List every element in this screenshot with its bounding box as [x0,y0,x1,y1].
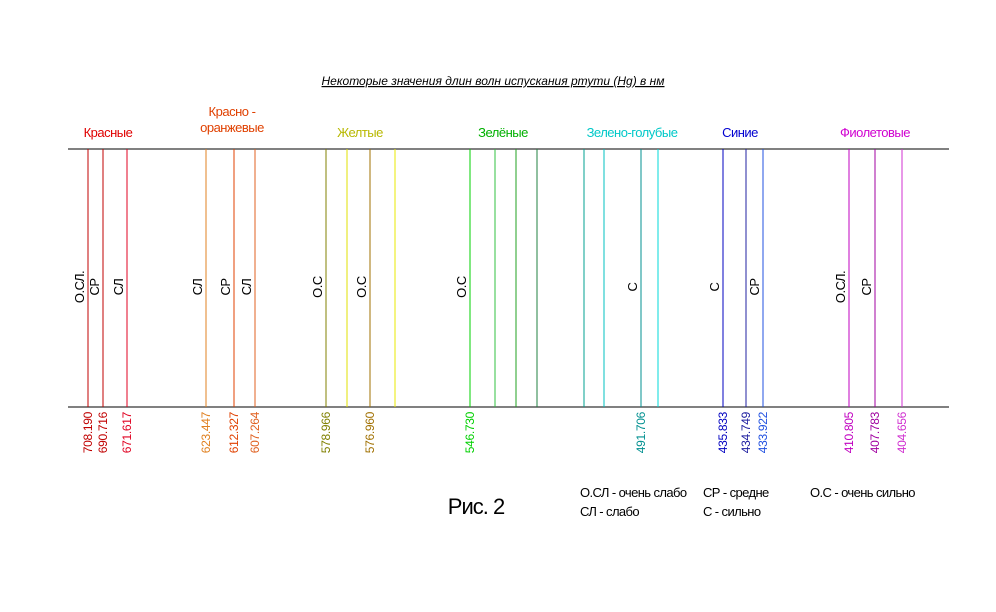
intensity-mark: СЛ [239,279,254,296]
wavelength-label: 578.966 [319,411,333,453]
wavelength-label: 546.730 [463,411,477,453]
intensity-mark: С [707,282,722,291]
intensity-mark: СР [747,278,762,295]
wavelength-label: 607.264 [248,411,262,453]
spectral-lines: О.СЛ. 708.190 СР 690.716 СЛ 671.617 СЛ 623.447 С… [72,149,909,453]
wavelength-label: 576.960 [363,411,377,453]
legend-entry: С - сильно [703,504,761,519]
group-label: Красно - [209,104,256,119]
intensity-mark: С [625,282,640,291]
legend-entry: О.СЛ - очень слабо [580,485,687,500]
wavelength-label: 671.617 [120,411,134,453]
intensity-mark: О.С [310,276,325,298]
wavelength-label: 434.749 [739,411,753,453]
group-label: Синие [722,125,758,140]
group-label: оранжевые [200,120,264,135]
legend-entry: СР - средне [703,485,769,500]
wavelength-label: 612.327 [227,411,241,453]
wavelength-label: 410.805 [842,411,856,453]
wavelength-label: 435.833 [716,411,730,453]
intensity-mark: СЛ [111,279,126,296]
wavelength-label: 708.190 [81,411,95,453]
intensity-mark: СР [859,278,874,295]
wavelength-label: 404.656 [895,411,909,453]
wavelength-label: 623.447 [199,411,213,453]
intensity-mark: СЛ [190,279,205,296]
intensity-mark: О.СЛ. [833,271,848,303]
figure-title: Некоторые значения длин волн испускания … [322,74,665,88]
group-label: Фиолетовые [840,125,910,140]
legend-entry: О.С - очень сильно [810,485,915,500]
group-label: Красные [84,125,133,140]
intensity-mark: О.С [454,276,469,298]
legend: О.СЛ - очень слабо СР - средне О.С - очень… [580,485,916,519]
group-label: Зелёные [478,125,528,140]
figure-label: Рис. 2 [448,494,505,519]
group-labels: Красные Красно -оранжевые Желтые Зелёные Зел… [84,104,911,140]
group-label: Желтые [337,125,383,140]
intensity-mark: СР [218,278,233,295]
wavelength-label: 407.783 [868,411,882,453]
legend-entry: СЛ - слабо [580,504,639,519]
wavelength-label: 433.922 [756,411,770,453]
wavelength-label: 491.706 [634,411,648,453]
intensity-mark: О.СЛ. [72,271,87,303]
intensity-mark: СР [87,278,102,295]
group-label: Зелено-голубые [587,125,678,140]
wavelength-label: 690.716 [96,411,110,453]
intensity-mark: О.С [354,276,369,298]
